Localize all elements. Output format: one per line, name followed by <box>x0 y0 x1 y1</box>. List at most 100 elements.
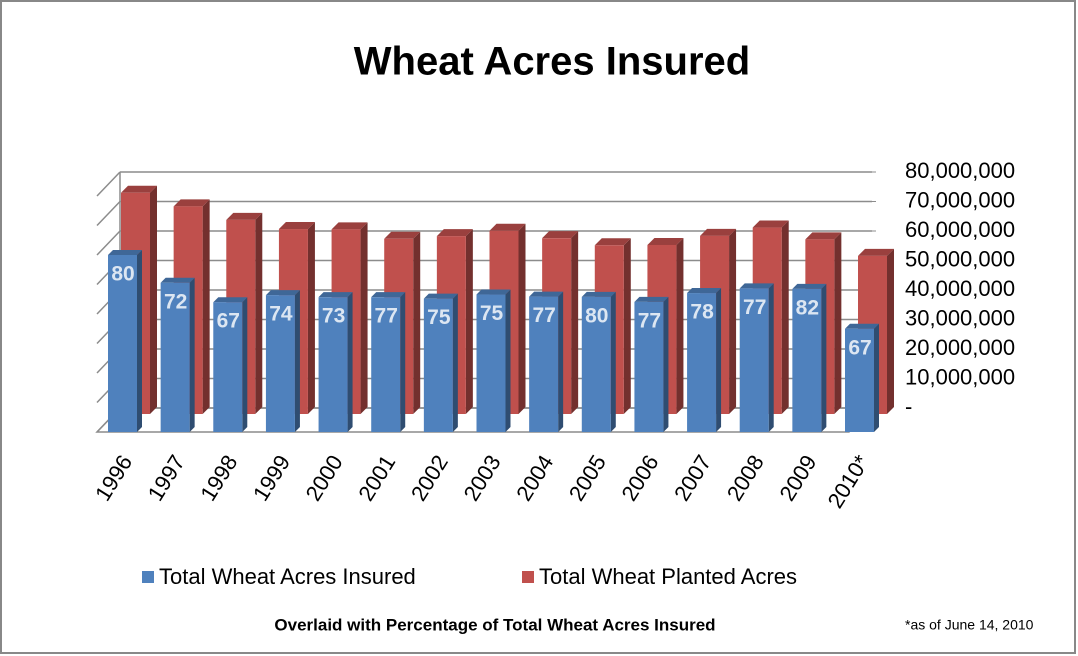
bar-side <box>571 231 579 414</box>
bar-side <box>663 296 669 432</box>
bar-top <box>581 291 616 297</box>
bar-side <box>465 229 473 414</box>
bar-front <box>792 288 822 432</box>
bar-top <box>121 185 157 193</box>
bar-side <box>874 323 879 432</box>
y-tick-label: 30,000,000 <box>905 305 1015 330</box>
bar-front <box>160 282 190 432</box>
bar-front <box>265 295 295 432</box>
bar-top <box>384 231 421 239</box>
bar-side <box>347 292 353 432</box>
percent-label: 74 <box>269 303 293 326</box>
bar-front <box>581 296 611 432</box>
bar-top <box>687 288 722 294</box>
percent-label: 75 <box>480 302 504 325</box>
bar-front <box>634 301 664 432</box>
bar-top <box>634 296 669 302</box>
y-tick-label: - <box>905 394 912 419</box>
bar-top <box>594 238 631 246</box>
bar-top <box>265 290 300 296</box>
bar-side <box>242 297 248 432</box>
bar-side <box>255 212 263 414</box>
bar-front <box>845 328 874 432</box>
bar-top <box>700 228 737 236</box>
bar-side <box>360 222 368 414</box>
bar-top <box>318 292 353 298</box>
bar-front <box>739 288 769 432</box>
bar <box>476 289 511 432</box>
bar <box>108 250 142 432</box>
overlay-title: Overlaid with Percentage of Total Wheat … <box>274 615 715 634</box>
bar-side <box>202 199 210 414</box>
legend-label: Total Wheat Acres Insured <box>159 564 416 589</box>
bar-side <box>400 292 406 432</box>
bar-top <box>173 199 210 207</box>
bar-top <box>752 220 789 228</box>
percent-label: 75 <box>427 306 451 329</box>
legend-swatch <box>142 571 154 583</box>
bar <box>265 290 300 432</box>
bar-top <box>739 283 774 289</box>
bar <box>529 291 564 432</box>
bar-side <box>716 288 722 432</box>
percent-label: 67 <box>848 336 871 359</box>
bar-top <box>108 250 142 255</box>
bar-top <box>226 212 263 220</box>
bar-front <box>213 302 243 432</box>
bar-top <box>331 222 368 230</box>
legend-label: Total Wheat Planted Acres <box>539 564 797 589</box>
bar-side <box>887 248 894 414</box>
bar-top <box>792 283 827 289</box>
bar-top <box>529 291 564 297</box>
bar-front <box>108 255 137 432</box>
y-tick-label: 80,000,000 <box>905 158 1015 183</box>
bar-top <box>858 248 894 256</box>
bar-side <box>294 290 300 432</box>
percent-label: 77 <box>532 304 555 327</box>
percent-label: 78 <box>690 301 714 324</box>
percent-label: 80 <box>585 304 608 327</box>
bar-side <box>729 228 737 414</box>
bar-side <box>307 222 315 414</box>
bar-side <box>781 220 789 414</box>
bar-top <box>371 292 406 298</box>
bar-side <box>189 277 195 432</box>
bar-side <box>821 283 827 432</box>
y-tick-label: 20,000,000 <box>905 335 1015 360</box>
bar <box>423 293 458 432</box>
percent-label: 73 <box>322 305 345 328</box>
bar-side <box>505 289 511 432</box>
bar <box>318 292 353 432</box>
y-tick-label: 50,000,000 <box>905 246 1015 271</box>
bar-top <box>160 277 195 283</box>
bar-side <box>518 223 526 414</box>
bar-top <box>647 237 684 245</box>
bar-side <box>623 238 631 414</box>
percent-label: 77 <box>375 305 398 328</box>
bar-side <box>610 291 616 432</box>
percent-label: 72 <box>164 290 187 313</box>
bar-front <box>423 298 453 432</box>
bar-side <box>137 250 142 432</box>
bar-front <box>529 296 559 432</box>
bar <box>739 283 774 432</box>
bar <box>792 283 827 432</box>
grid-line-side <box>96 230 121 256</box>
y-tick-label: 40,000,000 <box>905 276 1015 301</box>
bar-front <box>476 294 506 432</box>
footnote: *as of June 14, 2010 <box>905 617 1034 633</box>
bar <box>687 288 722 432</box>
bar-side <box>558 291 564 432</box>
percent-label: 77 <box>638 309 661 332</box>
bar-side <box>834 232 842 414</box>
bar-side <box>452 293 458 432</box>
bar-top <box>542 231 579 239</box>
bar-top <box>213 297 248 303</box>
bar-side <box>676 237 684 414</box>
bar-top <box>805 232 842 240</box>
legend-swatch <box>522 571 534 583</box>
grid-line-side <box>96 200 121 227</box>
y-tick-label: 60,000,000 <box>905 217 1015 242</box>
bar-side <box>150 185 157 414</box>
